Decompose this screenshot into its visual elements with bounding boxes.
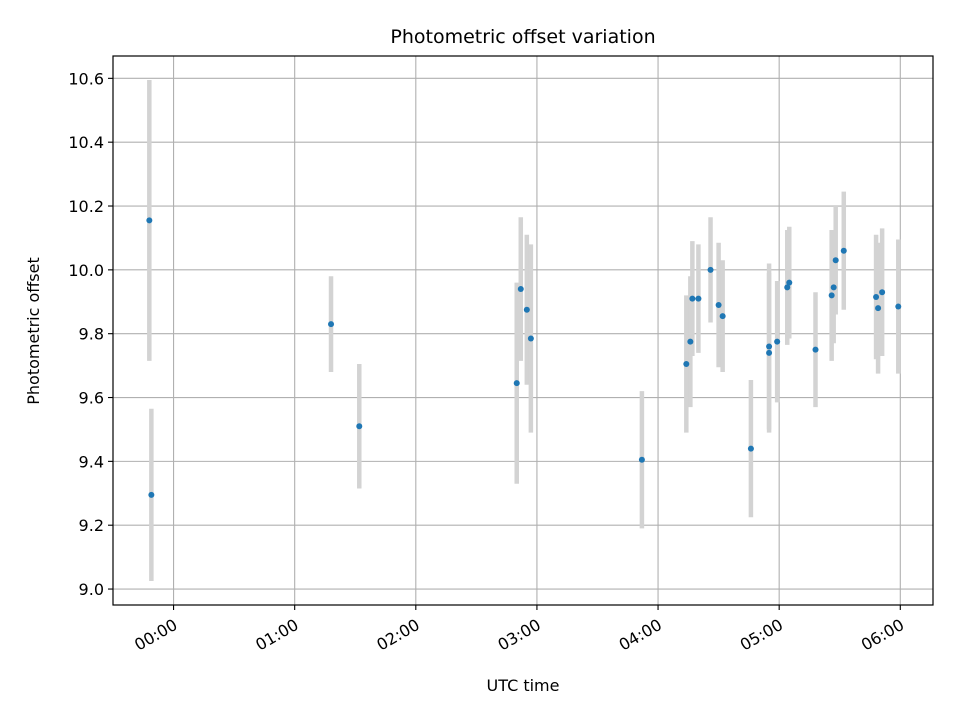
grid-layer [113, 56, 933, 605]
y-tick-label: 9.2 [79, 516, 104, 535]
data-point [774, 338, 781, 345]
data-point [707, 266, 714, 273]
data-point [766, 343, 773, 350]
data-point [747, 445, 754, 452]
y-tick-label: 10.4 [68, 133, 104, 152]
data-point [527, 335, 534, 342]
data-point [719, 313, 726, 320]
data-point [875, 305, 882, 312]
y-tick-label: 9.0 [79, 580, 104, 599]
y-tick-label: 10.0 [68, 261, 104, 280]
data-point [148, 491, 155, 498]
y-tick-label: 9.4 [79, 452, 104, 471]
data-point [840, 247, 847, 254]
data-point [786, 279, 793, 286]
chart-title: Photometric offset variation [390, 26, 655, 48]
plot-frame [112, 55, 934, 606]
data-point [687, 338, 694, 345]
data-point [328, 321, 335, 328]
point-layer [146, 217, 902, 498]
data-point [873, 293, 880, 300]
data-point [695, 295, 702, 302]
data-point [517, 286, 524, 293]
x-axis-label: UTC time [487, 676, 560, 695]
y-tick-label: 9.6 [79, 389, 104, 408]
data-point [689, 295, 696, 302]
data-point [879, 289, 886, 296]
data-point [715, 301, 722, 308]
y-tick-label: 10.2 [68, 197, 104, 216]
data-point [513, 380, 520, 387]
y-axis-label: Photometric offset [24, 257, 43, 405]
data-point [832, 257, 839, 264]
y-tick-label: 9.8 [79, 325, 104, 344]
data-point [683, 361, 690, 368]
data-point [812, 346, 819, 353]
data-point [638, 456, 645, 463]
data-point [830, 284, 837, 291]
data-point [356, 423, 363, 430]
data-point [895, 303, 902, 310]
data-point [784, 284, 791, 291]
y-tick-label: 10.6 [68, 69, 104, 88]
data-point [828, 292, 835, 299]
data-point [523, 306, 530, 313]
data-point [766, 349, 773, 356]
data-point [146, 217, 153, 224]
